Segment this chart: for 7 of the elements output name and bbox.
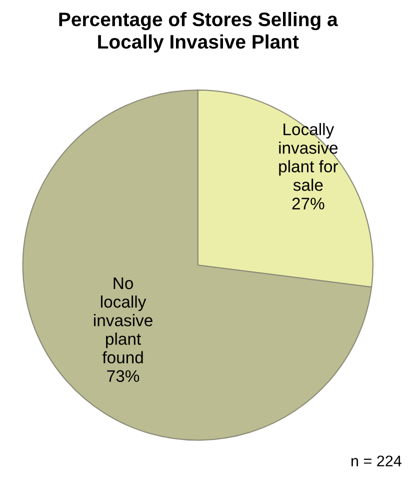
data-label: 73% <box>107 370 140 382</box>
pie-slice <box>22 90 372 441</box>
text: n = 224 <box>352 456 402 466</box>
data-label: 27% <box>292 198 324 210</box>
slice-label: No locally invasive plant found <box>94 278 152 364</box>
chart-title: Percentage of Stores Selling a Locally Invasive Plant <box>59 12 338 53</box>
slice-label: Locally invasive plant for sale <box>279 123 338 191</box>
